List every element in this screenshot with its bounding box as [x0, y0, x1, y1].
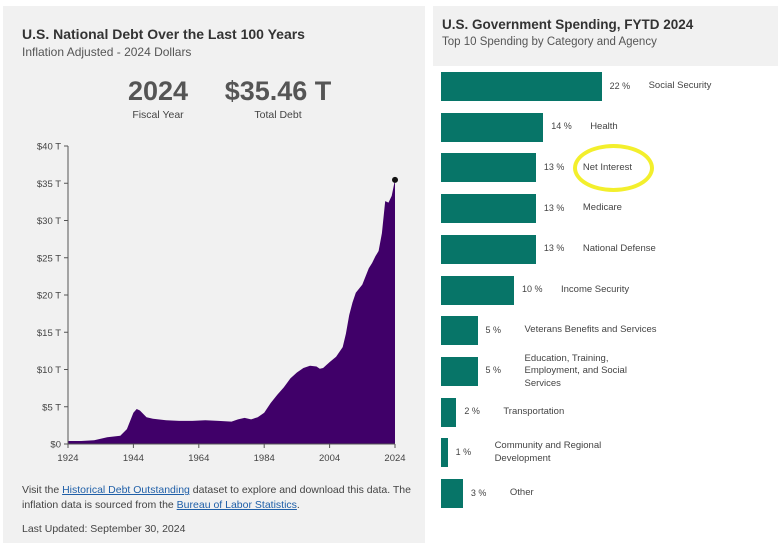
fiscal-year-stat: 2024 Fiscal Year: [123, 76, 193, 121]
bls-link[interactable]: Bureau of Labor Statistics: [176, 499, 297, 511]
y-tick-label: $10 T: [37, 365, 61, 376]
x-tick-label: 1924: [57, 453, 78, 464]
spending-bar[interactable]: [441, 275, 514, 305]
spending-bar[interactable]: [441, 479, 463, 508]
spending-category-label: Social Security: [648, 80, 712, 92]
spending-row[interactable]: 1 % Community and Regional Development: [433, 438, 778, 468]
spending-row[interactable]: 2 % Transportation: [433, 397, 778, 427]
fiscal-year-value: 2024: [127, 76, 189, 106]
y-tick-label: $25 T: [37, 253, 61, 264]
spending-value-label: 13 %: [543, 161, 565, 172]
spending-category-label: National Defense: [582, 243, 656, 255]
spending-bar[interactable]: [441, 194, 536, 224]
spending-value-label: 13 %: [543, 202, 565, 213]
spending-value-label: 13 %: [543, 243, 565, 254]
total-debt-label: Total Debt: [254, 109, 302, 121]
spending-value-label: 5 %: [485, 324, 502, 335]
x-tick-label: 2024: [384, 453, 405, 464]
highlight-circle-annotation: [573, 144, 654, 192]
y-tick-label: $5 T: [42, 402, 61, 413]
spending-row[interactable]: 22 % Social Security: [433, 72, 778, 101]
spending-category-label: Other: [509, 487, 534, 499]
spending-row[interactable]: 3 % Other: [433, 479, 778, 508]
spending-row[interactable]: 5 % Education, Training, Employment, and S…: [433, 353, 778, 389]
total-debt-value: $35.46 T: [224, 76, 332, 106]
spending-category-label: Community and Regional Development: [494, 440, 602, 464]
spending-category-label: Transportation: [503, 405, 565, 417]
spending-value-label: 2 %: [464, 406, 480, 417]
spending-row[interactable]: 14 % Health: [433, 112, 778, 142]
spending-bar[interactable]: [441, 112, 544, 142]
spending-category-label: Veterans Benefits and Services: [524, 324, 657, 336]
x-tick-label: 1984: [254, 453, 275, 464]
y-tick-label: $40 T: [37, 142, 61, 153]
y-tick-label: $20 T: [37, 291, 61, 302]
latest-value-marker: [392, 176, 398, 183]
spending-category-label: Education, Training, Employment, and Soci…: [524, 352, 627, 389]
spending-value-label: 14 %: [551, 121, 572, 132]
y-tick-label: $30 T: [37, 216, 61, 227]
spending-row[interactable]: 13 % National Defense: [433, 234, 778, 264]
spending-category-label: Medicare: [582, 202, 622, 214]
spending-bar[interactable]: [441, 356, 478, 386]
spending-value-label: 3 %: [470, 487, 487, 498]
y-tick-label: $15 T: [37, 328, 61, 339]
debt-panel: U.S. National Debt Over the Last 100 Yea…: [3, 6, 425, 543]
spending-bar[interactable]: [441, 153, 536, 183]
historical-debt-link[interactable]: Historical Debt Outstanding: [62, 484, 190, 496]
spending-category-label: Health: [590, 120, 618, 132]
footnote-text-end: .: [296, 499, 300, 511]
spending-bar-chart: 22 % Social Security 14 % Health 13 % Net Int…: [433, 66, 778, 543]
spending-bar[interactable]: [441, 438, 448, 468]
spending-bar[interactable]: [441, 316, 478, 346]
footnote-text-start: Visit the: [22, 484, 63, 496]
last-updated: Last Updated: September 30, 2024: [22, 523, 186, 535]
spending-bar[interactable]: [441, 72, 602, 101]
debt-area-chart[interactable]: $0 $5 T $10 T $15 T $20 T $25 T $30 T $35 T $40 …: [3, 6, 425, 476]
spending-row[interactable]: 13 % Medicare: [433, 194, 778, 224]
y-tick-label: $35 T: [37, 179, 61, 190]
spending-category-label: Income Security: [561, 283, 630, 295]
debt-area-series[interactable]: [68, 179, 395, 445]
spending-value-label: 10 %: [522, 284, 543, 294]
debt-chart-title: U.S. National Debt Over the Last 100 Yea…: [22, 26, 305, 42]
spending-value-label: 22 %: [609, 80, 631, 91]
spending-panel: U.S. Government Spending, FYTD 2024 Top …: [433, 6, 778, 543]
spending-row[interactable]: 5 % Veterans Benefits and Services: [433, 316, 778, 346]
spending-value-label: 5 %: [485, 365, 502, 376]
debt-chart-subtitle: Inflation Adjusted - 2024 Dollars: [22, 45, 192, 59]
footnote-text-middle: dataset to explore and download this dat…: [22, 484, 411, 511]
x-tick-label: 2004: [319, 453, 340, 464]
total-debt-stat: $35.46 T Total Debt: [223, 76, 333, 121]
spending-row[interactable]: 10 % Income Security: [433, 275, 778, 305]
debt-footnote: Visit the Historical Debt Outstanding da…: [22, 483, 417, 513]
spending-chart-subtitle: Top 10 Spending by Category and Agency: [442, 36, 657, 48]
fiscal-year-label: Fiscal Year: [132, 109, 184, 121]
x-tick-label: 1964: [188, 453, 209, 464]
x-tick-label: 1944: [123, 453, 144, 464]
y-tick-label: $0: [50, 440, 61, 451]
spending-bar[interactable]: [441, 234, 536, 264]
spending-value-label: 1 %: [455, 446, 472, 457]
spending-bar[interactable]: [441, 397, 457, 427]
spending-chart-title: U.S. Government Spending, FYTD 2024: [442, 17, 694, 32]
